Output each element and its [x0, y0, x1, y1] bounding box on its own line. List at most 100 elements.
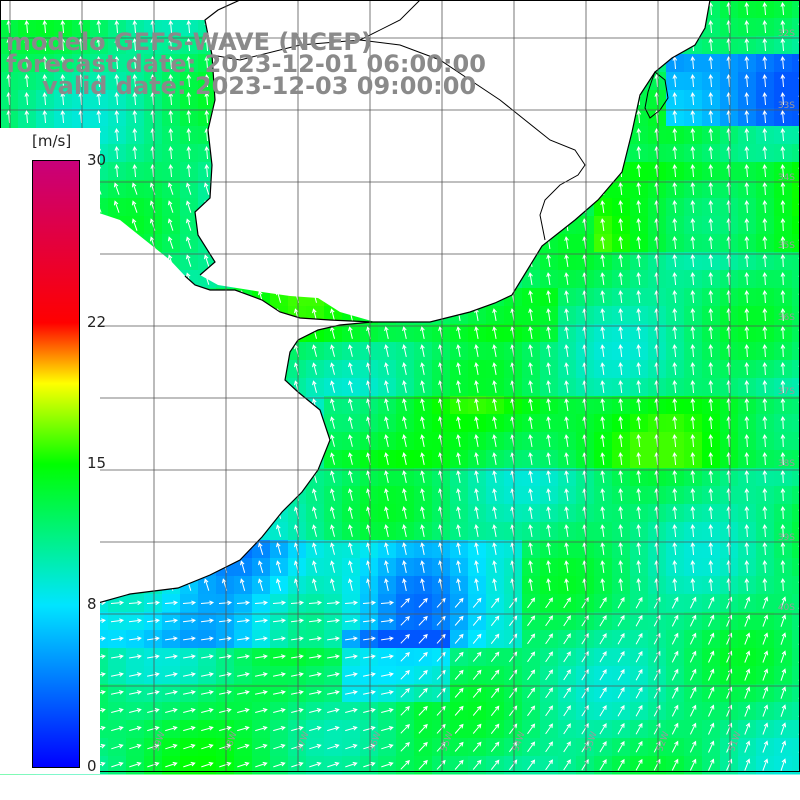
wind-arrow: [636, 397, 642, 412]
wind-arrow: [672, 505, 678, 520]
wind-arrow: [402, 578, 407, 592]
wind-arrow: [330, 398, 335, 411]
wind-arrow: [490, 651, 500, 663]
wind-arrow: [492, 434, 497, 447]
wind-arrow: [185, 254, 192, 267]
wind-arrow: [114, 55, 120, 70]
wind-arrow: [400, 705, 410, 716]
wind-arrow: [402, 542, 407, 556]
wind-arrow: [564, 452, 569, 465]
wind-arrow: [600, 380, 605, 393]
wind-arrow: [600, 326, 605, 339]
wind-arrow: [600, 290, 605, 303]
wind-arrow: [204, 91, 210, 106]
wind-arrow: [185, 236, 192, 249]
wind-arrow: [744, 37, 750, 52]
wind-arrow: [436, 687, 446, 698]
wind-arrow: [418, 723, 428, 734]
wind-arrow: [309, 743, 322, 750]
wind-arrow: [167, 218, 174, 231]
wind-arrow: [454, 741, 464, 752]
wind-arrow: [454, 759, 464, 770]
wind-arrow: [762, 686, 769, 699]
wind-arrow: [744, 614, 751, 627]
wind-arrow: [345, 654, 358, 659]
wind-arrow: [636, 325, 642, 340]
wind-arrow: [690, 181, 696, 196]
wind-arrow: [474, 362, 479, 375]
wind-arrow: [600, 398, 605, 411]
wind-arrow: [456, 326, 461, 339]
wind-arrow: [183, 708, 196, 713]
wind-arrow: [762, 523, 768, 538]
wind-arrow: [327, 636, 340, 641]
wind-arrow: [762, 199, 768, 214]
wind-arrow: [672, 487, 678, 502]
wind-arrow: [345, 672, 358, 677]
wind-arrow: [186, 145, 192, 160]
wind-arrow: [618, 253, 624, 268]
wind-arrow: [273, 743, 286, 750]
wind-arrow: [780, 325, 786, 340]
wind-arrow: [380, 690, 394, 695]
wind-arrow: [42, 73, 48, 88]
wind-arrow: [780, 91, 786, 106]
latitude-label: 36S: [778, 313, 795, 323]
wind-arrow: [474, 470, 479, 483]
wind-arrow: [96, 109, 102, 124]
wind-speed-cell: [792, 612, 800, 631]
wind-speed-cell: [792, 360, 800, 379]
wind-arrow: [183, 726, 196, 732]
wind-arrow: [114, 91, 120, 106]
wind-arrow: [128, 618, 143, 624]
wind-arrow: [690, 343, 696, 358]
wind-arrow: [600, 470, 605, 483]
wind-arrow: [111, 636, 124, 641]
wind-arrow: [671, 722, 679, 735]
wind-arrow: [330, 560, 335, 573]
wind-arrow: [528, 542, 533, 555]
wind-arrow: [762, 577, 768, 592]
wind-arrow: [708, 55, 714, 70]
wind-arrow: [219, 761, 232, 768]
wind-arrow: [186, 73, 192, 88]
wind-arrow: [708, 217, 714, 232]
wind-arrow: [672, 271, 678, 286]
wind-arrow: [744, 127, 750, 142]
wind-arrow: [110, 600, 125, 606]
wind-arrow: [219, 743, 232, 750]
wind-arrow: [258, 578, 264, 591]
wind-arrow: [744, 253, 750, 268]
wind-arrow: [255, 761, 268, 768]
wind-arrow: [183, 654, 196, 659]
wind-arrow: [168, 91, 174, 106]
wind-arrow: [96, 37, 102, 52]
wind-arrow: [186, 163, 192, 178]
wind-speed-cell: [792, 36, 800, 55]
wind-arrow: [708, 758, 715, 771]
wind-arrow: [690, 415, 696, 430]
wind-arrow: [308, 600, 323, 606]
wind-arrow: [762, 253, 768, 268]
wind-arrow: [528, 380, 533, 393]
wind-arrow: [672, 145, 678, 160]
wind-arrow: [219, 708, 232, 713]
wind-arrow: [528, 506, 533, 519]
wind-arrow: [672, 343, 678, 358]
wind-arrow: [762, 487, 768, 502]
wind-arrow: [762, 451, 768, 466]
wind-arrow: [527, 633, 536, 645]
wind-arrow: [402, 434, 407, 448]
wind-speed-cell: [792, 432, 800, 451]
wind-arrow: [472, 669, 482, 680]
wind-arrow: [762, 596, 769, 609]
wind-arrow: [600, 434, 605, 447]
wind-arrow: [363, 672, 376, 677]
wind-arrow: [762, 758, 769, 771]
wind-arrow: [528, 272, 533, 285]
wind-arrow: [111, 743, 124, 750]
wind-arrow: [726, 740, 733, 753]
wind-arrow: [744, 307, 750, 322]
wind-arrow: [309, 708, 322, 713]
wind-arrow: [780, 307, 786, 322]
